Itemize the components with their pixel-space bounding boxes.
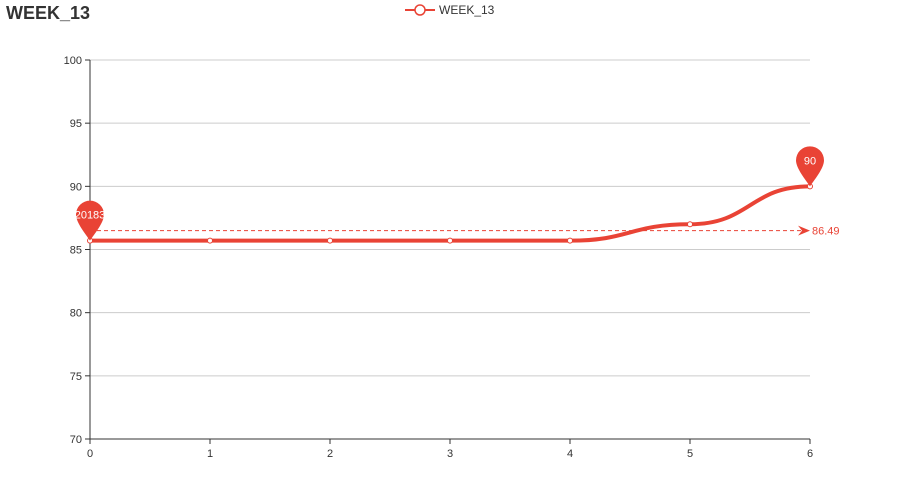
- x-tick-label: 1: [207, 448, 213, 460]
- x-tick-label: 5: [687, 448, 693, 460]
- data-point: [567, 237, 573, 244]
- y-tick-label: 95: [70, 118, 82, 130]
- legend-label: WEEK_13: [439, 3, 495, 17]
- y-tick-label: 90: [70, 181, 82, 193]
- data-point: [687, 221, 693, 228]
- y-tick-label: 80: [70, 308, 82, 320]
- data-point: [207, 237, 213, 244]
- legend[interactable]: WEEK_13: [405, 3, 494, 17]
- mark-point-pin: [796, 146, 824, 187]
- x-tick-label: 4: [567, 448, 573, 460]
- y-tick-label: 85: [70, 245, 82, 257]
- mark-point-label: 20183: [75, 210, 106, 222]
- average-line-label: 86.49: [812, 226, 840, 238]
- legend-line-icon: [405, 4, 435, 16]
- x-tick-label: 2: [327, 448, 333, 460]
- data-point: [327, 237, 333, 244]
- y-tick-label: 75: [70, 371, 82, 383]
- mark-point-label: 90: [804, 155, 816, 167]
- series-line: [90, 184, 811, 243]
- y-tick-label: 70: [70, 434, 82, 446]
- data-point: [447, 237, 453, 244]
- x-tick-label: 0: [87, 448, 93, 460]
- chart-title: WEEK_13: [6, 3, 91, 23]
- x-tick-label: 6: [807, 448, 813, 460]
- mark-point-pin: [76, 200, 104, 241]
- x-tick-label: 3: [447, 448, 453, 460]
- y-tick-label: 100: [64, 55, 82, 67]
- average-line-arrow: [798, 225, 810, 236]
